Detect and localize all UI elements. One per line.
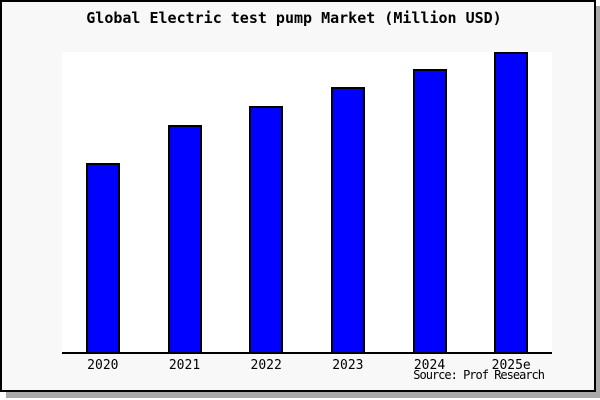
- bar-2025e: [494, 52, 529, 352]
- bar-slot: [470, 52, 552, 352]
- x-tick-label-2025e: 2025e: [491, 358, 531, 373]
- bar-2023: [330, 87, 365, 352]
- chart-card: Global Electric test pump Market (Millio…: [0, 0, 596, 392]
- bar-2020: [85, 163, 120, 352]
- plot-area: [62, 52, 552, 354]
- bar-2024: [412, 69, 447, 352]
- bar-2021: [167, 125, 202, 352]
- bar-slot: [62, 52, 144, 352]
- bar-slot: [307, 52, 389, 352]
- x-tick-label-2023: 2023: [332, 358, 364, 373]
- bar-slot: [225, 52, 307, 352]
- x-tick-label-2022: 2022: [250, 358, 282, 373]
- x-tick-label-2021: 2021: [168, 358, 201, 373]
- x-tick-label-2020: 2020: [87, 358, 119, 373]
- bar-slot: [389, 52, 471, 352]
- chart-title: Global Electric test pump Market (Millio…: [86, 9, 502, 27]
- x-axis-labels: 2020 2021 2022 2023 2024 2025e: [62, 358, 552, 373]
- bar-2022: [249, 106, 284, 352]
- source-caption: Source: Prof Research: [413, 368, 545, 382]
- bar-slot: [144, 52, 226, 352]
- x-tick-label-2024: 2024: [413, 358, 446, 373]
